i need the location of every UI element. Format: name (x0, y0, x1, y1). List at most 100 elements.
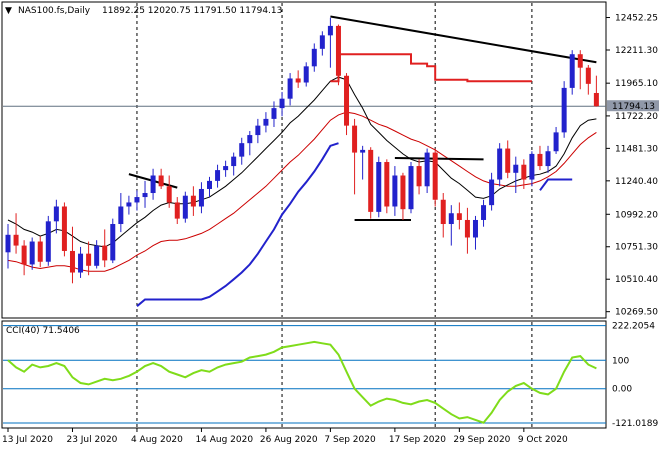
candle-body-61 (497, 148, 503, 180)
trendline-2 (394, 156, 484, 161)
candle-30 (247, 131, 253, 156)
ohlc-label: 11892.25 12020.75 11791.50 11794.13 (102, 6, 282, 16)
candle-72 (585, 64, 591, 95)
candle-body-37 (303, 66, 309, 83)
candle-49 (400, 172, 406, 220)
candle-body-48 (392, 175, 398, 207)
date-tick-label-6: 17 Sep 2020 (389, 435, 446, 445)
collapse-arrow-icon[interactable]: ▼ (5, 6, 12, 16)
candle-body-19 (158, 175, 164, 187)
candle-70 (569, 50, 575, 95)
candle-41 (335, 24, 341, 86)
candle-body-45 (368, 149, 374, 212)
candle-40 (327, 17, 333, 68)
current-price-badge: 11794.13 (607, 100, 659, 112)
candle-body-64 (521, 164, 527, 180)
blue-line-segment-0 (136, 142, 339, 307)
candle-body-41 (335, 25, 341, 76)
candle-62 (505, 140, 511, 179)
candle-body-30 (247, 135, 253, 144)
candle-54 (440, 193, 446, 238)
blue-line-segment-1 (539, 178, 573, 191)
candle-32 (263, 112, 269, 133)
price-tick-label-6: 10992.20 (615, 210, 658, 220)
candle-body-53 (432, 152, 438, 200)
candle-body-6 (53, 206, 59, 222)
candle-60 (489, 172, 495, 211)
candle-body-18 (150, 175, 156, 194)
candle-16 (134, 190, 140, 211)
candle-17 (142, 180, 148, 208)
cci-pane[interactable] (1, 320, 607, 429)
candle-body-39 (319, 35, 325, 49)
candle-14 (118, 193, 124, 233)
candle-1 (13, 213, 19, 254)
candle-body-8 (69, 250, 75, 273)
candle-6 (53, 199, 59, 234)
date-tick-label-5: 7 Sep 2020 (324, 435, 376, 445)
candle-body-49 (400, 175, 406, 210)
candle-57 (464, 207, 470, 254)
candle-59 (481, 199, 487, 227)
candle-4 (37, 236, 43, 268)
candle-47 (384, 159, 390, 214)
date-tick-label-0: 13 Jul 2020 (2, 435, 53, 445)
candle-33 (271, 101, 277, 127)
candle-body-9 (78, 253, 84, 273)
cci-line (7, 340, 597, 424)
candle-58 (472, 215, 478, 250)
candle-21 (174, 197, 180, 225)
candle-body-67 (545, 151, 551, 167)
candle-body-43 (352, 125, 358, 153)
candle-35 (287, 73, 293, 106)
candle-body-68 (553, 132, 559, 152)
price-tick-label-0: 12452.25 (615, 14, 658, 24)
candle-body-71 (577, 54, 583, 68)
price-tick-label-1: 12211.30 (615, 46, 658, 56)
candle-0 (5, 224, 11, 269)
date-tick-label-7: 29 Sep 2020 (453, 435, 510, 445)
candle-36 (295, 70, 301, 88)
date-tick-label-1: 23 Jul 2020 (66, 435, 117, 445)
candle-body-14 (118, 206, 124, 225)
candle-18 (150, 168, 156, 200)
candle-68 (553, 126, 559, 154)
price-pane[interactable] (1, 1, 607, 319)
candle-7 (61, 202, 67, 257)
candle-50 (408, 162, 414, 214)
candle-body-40 (327, 25, 333, 36)
date-axis: 13 Jul 2020 23 Jul 2020 4 Aug 2020 14 Aug 2… (2, 428, 568, 445)
candle-body-59 (481, 205, 487, 220)
candle-15 (126, 195, 132, 215)
candle-body-65 (529, 153, 535, 180)
candle-52 (424, 148, 430, 194)
candle-body-29 (239, 143, 245, 157)
price-tick-label-8: 10510.40 (615, 275, 658, 285)
candle-24 (198, 182, 204, 214)
candle-body-36 (295, 78, 301, 83)
candle-body-62 (505, 148, 511, 173)
current-price-badge-bg (607, 100, 659, 112)
candle-39 (319, 31, 325, 56)
cci-level-lines (3, 325, 606, 424)
candle-37 (303, 62, 309, 87)
candle-body-11 (94, 245, 100, 266)
candle-body-25 (207, 180, 212, 189)
candle-13 (110, 218, 116, 264)
candle-56 (456, 202, 462, 230)
candle-5 (45, 215, 51, 266)
candle-67 (545, 145, 551, 173)
price-tick-label-4: 11481.30 (615, 144, 658, 154)
candle-body-60 (489, 179, 495, 206)
cci-level-label-3: -121.0189 (612, 419, 658, 429)
candle-body-3 (29, 241, 35, 265)
price-tick-label-9: 10269.50 (615, 308, 658, 318)
candle-body-10 (86, 253, 92, 266)
cci-level-label-2: 0.00 (612, 385, 632, 395)
candle-body-4 (37, 241, 43, 262)
candle-body-44 (360, 149, 366, 153)
candle-body-54 (440, 199, 446, 225)
candle-body-23 (190, 195, 196, 207)
candle-20 (166, 175, 172, 208)
candle-10 (86, 241, 92, 276)
